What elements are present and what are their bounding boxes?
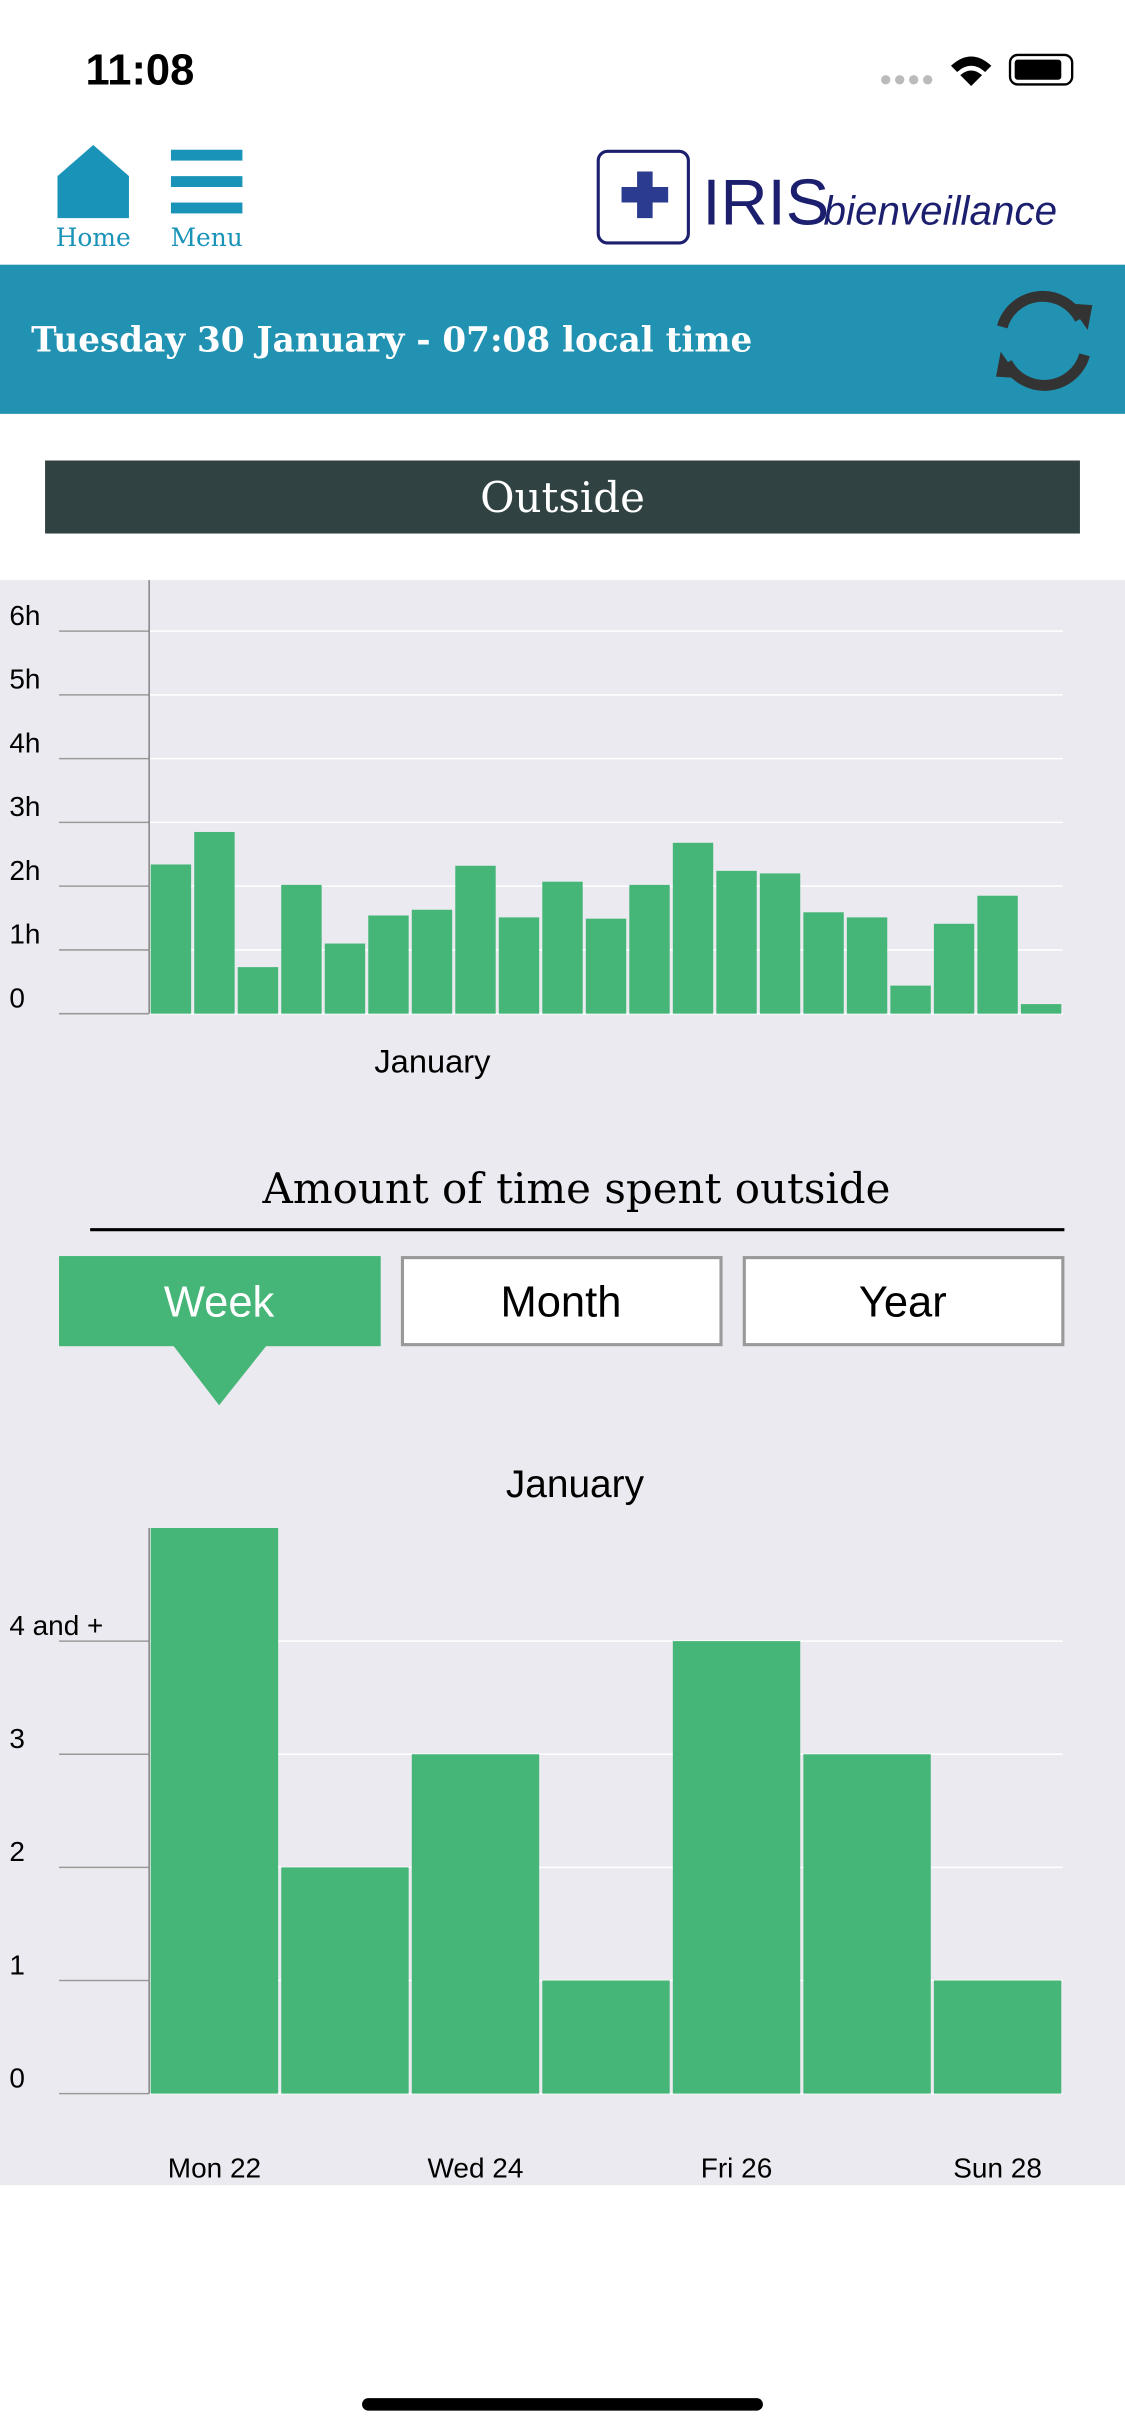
y-tick-label: 6h [9, 600, 40, 631]
wifi-icon [950, 56, 992, 87]
bar [194, 831, 235, 1014]
home-icon [57, 145, 129, 219]
y-tick-label: 2 [9, 1836, 25, 1867]
tab-button[interactable]: Month [400, 1256, 723, 1347]
bar [890, 985, 931, 1014]
bar [977, 895, 1018, 1014]
y-tick-label: 0 [9, 982, 25, 1013]
bar [933, 923, 975, 1014]
x-axis-label: January [374, 1043, 491, 1080]
x-tick-label: Fri 26 [701, 2153, 772, 2184]
tab-label: Week [164, 1279, 275, 1327]
home-indicator [362, 2398, 763, 2411]
refresh-arc [997, 290, 1085, 329]
tab-box [59, 1256, 381, 1347]
y-tick-label: 1 [9, 1949, 25, 1980]
home-label: Home [56, 223, 131, 252]
tab-pointer [172, 1344, 268, 1406]
menu-label: Menu [171, 223, 243, 252]
battery-level [1014, 59, 1062, 80]
menu-bar [170, 202, 243, 214]
bar [281, 884, 322, 1014]
bar [846, 917, 888, 1014]
menu-bar [170, 149, 243, 161]
status-time: 11:08 [85, 46, 194, 94]
bar [803, 912, 844, 1014]
bar [585, 918, 627, 1014]
logo: IRIS bienveillance [596, 149, 1058, 245]
logo-main: IRIS [702, 165, 829, 238]
chart-outside-daily: 0 1h 2h 3h 4h 5h 6h January [9, 580, 1063, 1080]
bar [498, 917, 540, 1014]
chart-title: January [506, 1463, 645, 1506]
logo-sub: bienveillance [824, 187, 1058, 233]
tab-label: Year [859, 1279, 947, 1327]
bar [716, 870, 757, 1014]
y-tick-label: 3h [9, 791, 40, 822]
bar [150, 864, 192, 1014]
bar [1020, 1004, 1062, 1014]
x-tick-label: Wed 24 [428, 2153, 524, 2184]
bar [237, 967, 279, 1014]
section-header [45, 460, 1080, 534]
bar [759, 873, 801, 1014]
menu-bar [170, 176, 243, 188]
battery [1008, 53, 1074, 86]
bar [933, 1980, 1062, 2094]
y-tick-label: 5h [9, 664, 40, 695]
tab-button[interactable]: Week [59, 1256, 381, 1406]
x-tick-label: Mon 22 [168, 2153, 261, 2184]
bar [411, 909, 453, 1014]
bar [455, 865, 496, 1014]
bar [150, 1527, 279, 2094]
section-title: Outside [480, 473, 645, 522]
x-tick-label: Sun 28 [953, 2153, 1042, 2184]
tab-button[interactable]: Year [742, 1256, 1065, 1347]
refresh-arrows [996, 303, 1093, 379]
y-tick-label: 4h [9, 727, 40, 758]
menu-button[interactable]: Menu [170, 149, 243, 252]
signal [881, 75, 933, 85]
bar [281, 1867, 409, 2094]
y-tick-label: 3 [9, 1723, 25, 1754]
period-tabs: Week Month Year [59, 1256, 1065, 1406]
bar [803, 1754, 931, 2094]
y-tick-label: 0 [9, 2062, 25, 2093]
tab-label: Month [500, 1279, 621, 1327]
home-button[interactable]: Home [56, 145, 131, 252]
bar [368, 915, 409, 1014]
chart-outside-weekly: 0 1 2 3 4 and + Mon 22 Wed 24 Fri 26 Sun 28 Janua… [9, 1463, 1063, 2184]
bar [629, 884, 670, 1014]
bar [542, 881, 583, 1014]
y-tick-label: 2h [9, 855, 40, 886]
bar [324, 943, 366, 1014]
tabs-title: Amount of time spent outside [262, 1164, 891, 1213]
bar [542, 1980, 670, 2094]
bar [672, 1641, 801, 2094]
tab-box [742, 1256, 1065, 1347]
date-text: Tuesday 30 January - 07:08 local time [31, 321, 752, 361]
bar [411, 1754, 540, 2094]
date-banner [0, 264, 1125, 414]
bar [672, 842, 714, 1014]
y-tick-label: 1h [9, 919, 40, 950]
tab-box [400, 1256, 723, 1347]
logo-cross [621, 171, 669, 219]
y-tick-label: 4 and + [9, 1610, 103, 1641]
